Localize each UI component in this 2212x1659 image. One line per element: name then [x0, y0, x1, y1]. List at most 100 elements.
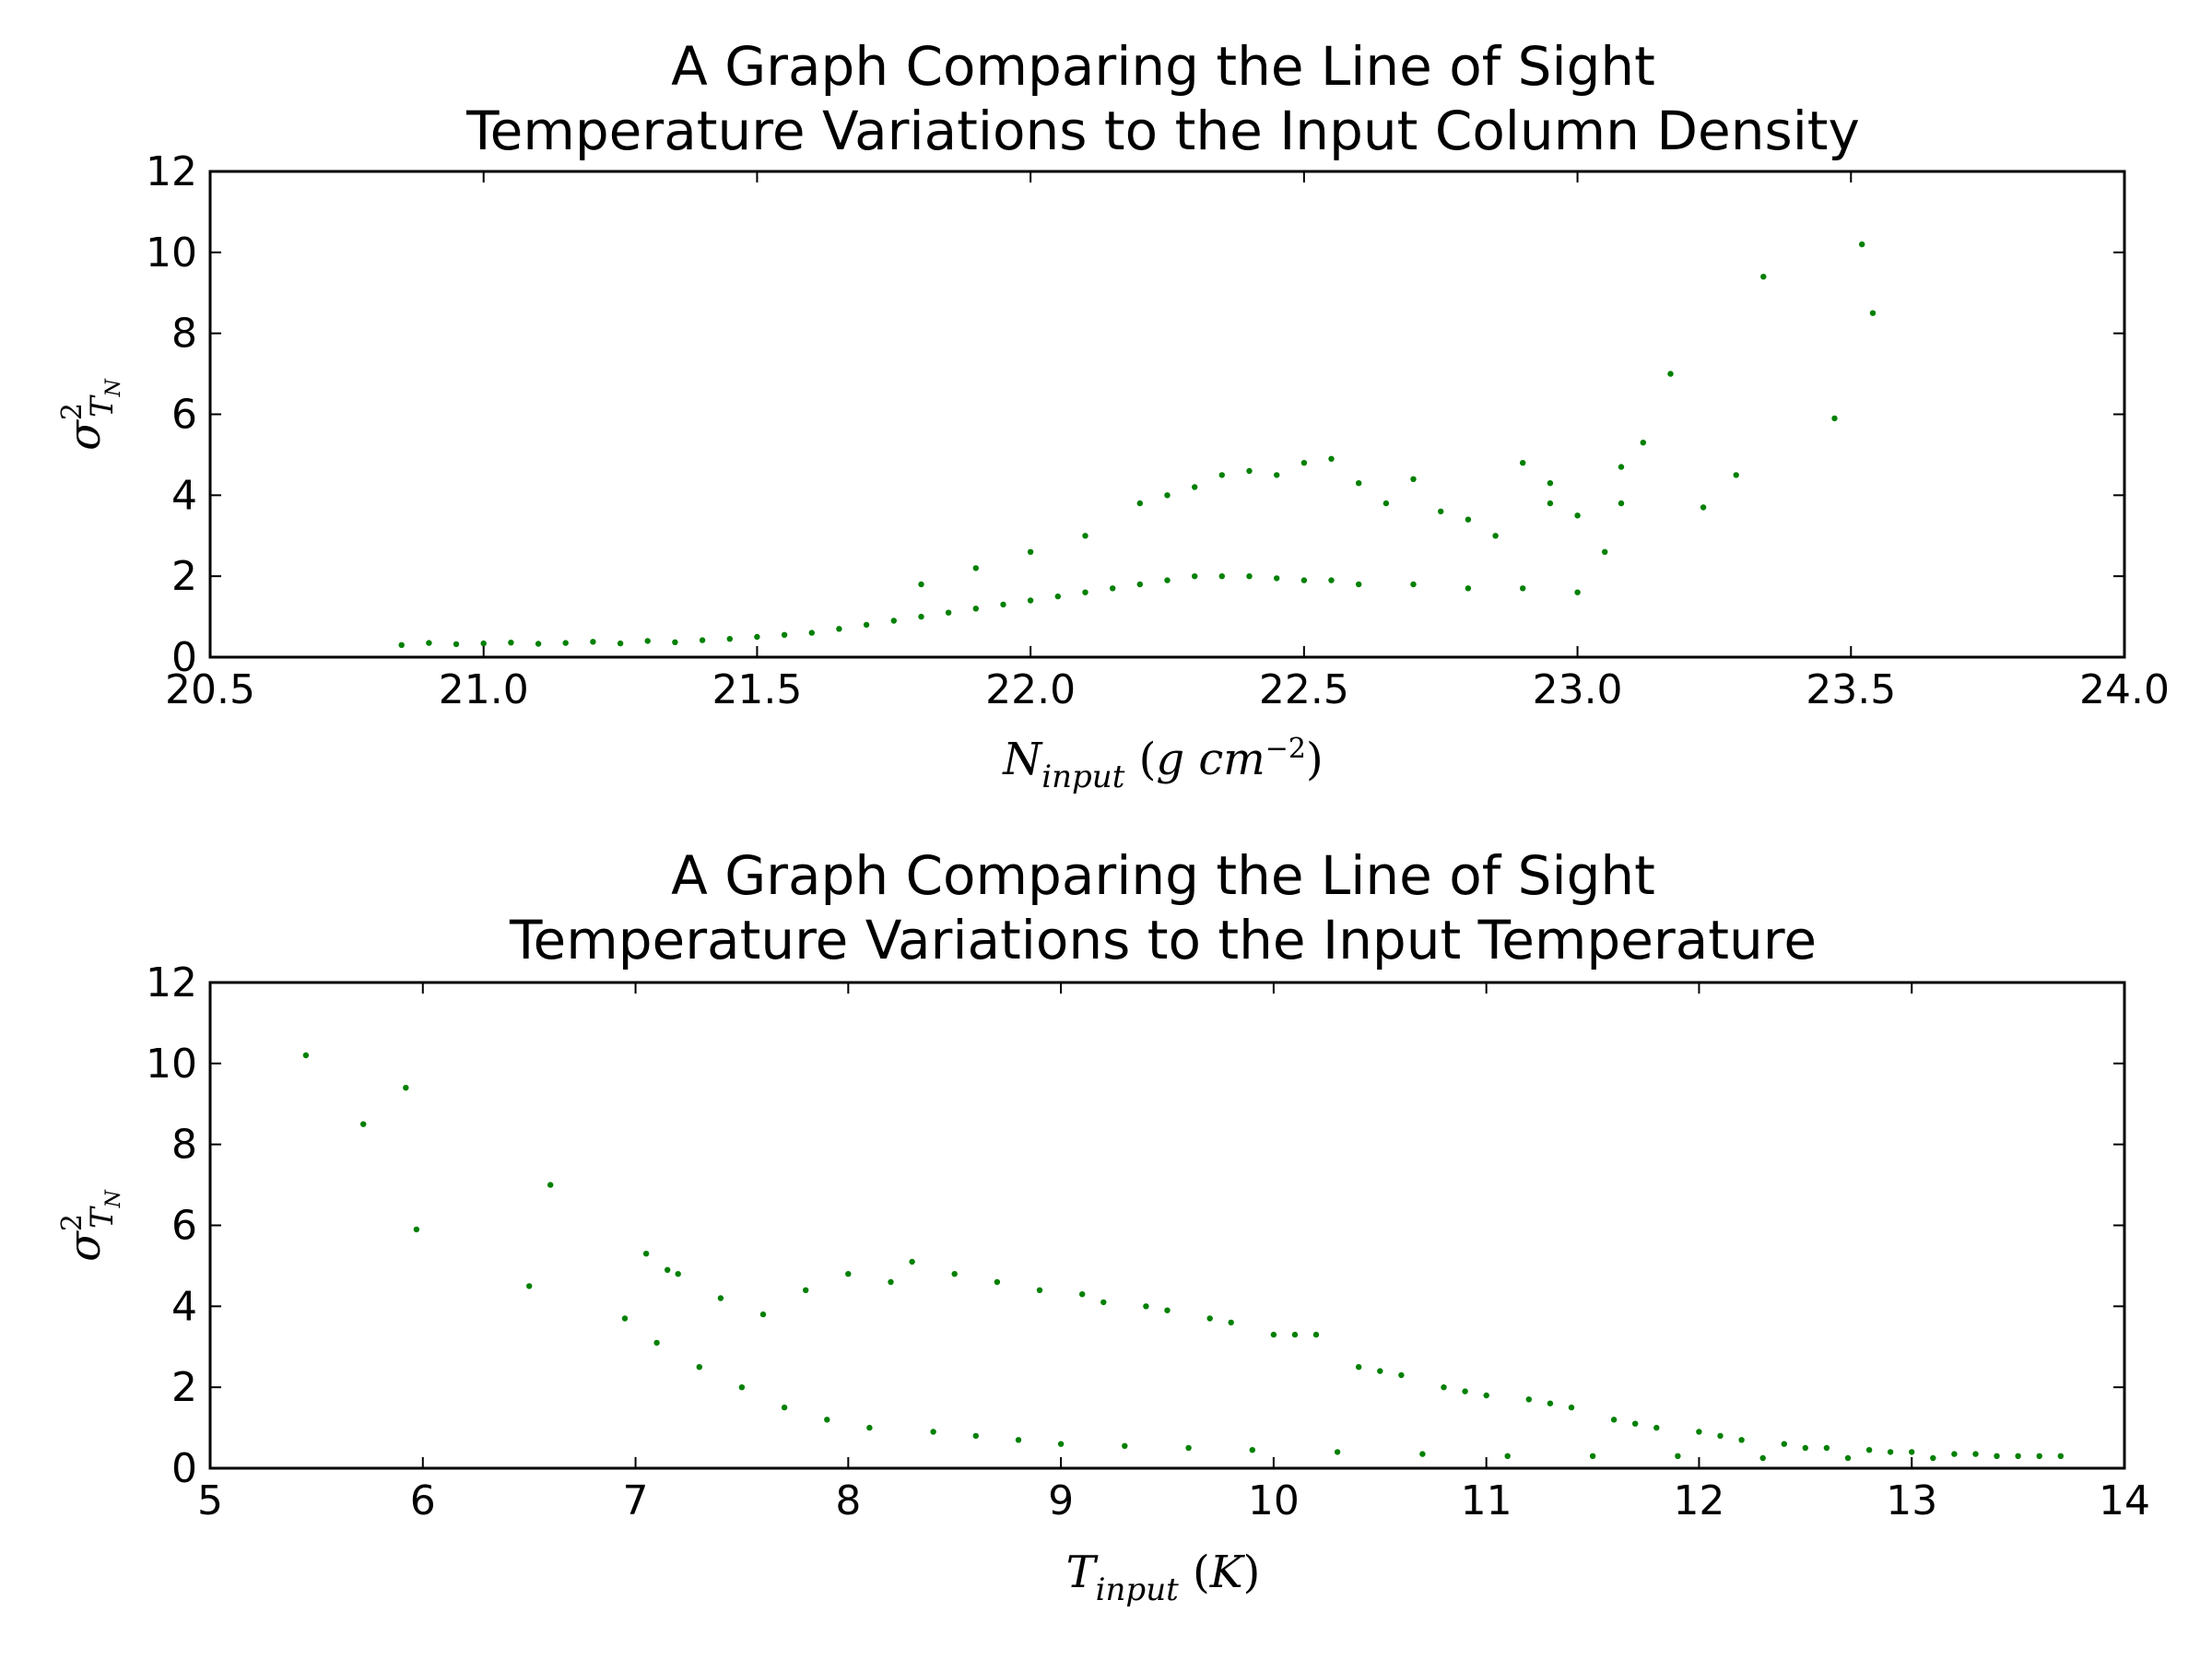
data-point	[1547, 500, 1554, 507]
y-tick-label: 12	[146, 959, 197, 1006]
data-point	[866, 1424, 873, 1431]
data-point	[1036, 1287, 1043, 1294]
chart-title-line-2: Temperature Variations to the Input Temp…	[509, 909, 1817, 971]
data-point	[888, 1278, 894, 1286]
data-point	[1300, 460, 1308, 466]
data-point	[1589, 1453, 1596, 1460]
data-point	[824, 1417, 830, 1423]
data-point	[1520, 585, 1526, 592]
data-point	[1027, 548, 1034, 555]
data-point	[1441, 1384, 1447, 1391]
y-tick-label: 0	[171, 1445, 197, 1492]
data-point	[1667, 371, 1674, 377]
y-tick-label: 8	[171, 311, 197, 358]
data-point	[909, 1258, 915, 1265]
data-point	[1246, 573, 1253, 580]
data-point	[1574, 512, 1581, 519]
x-tick-label: 20.5	[165, 666, 255, 713]
data-point	[1525, 1396, 1533, 1403]
y-tick-label: 4	[171, 472, 197, 519]
data-point	[918, 581, 924, 588]
plot-column-density: A Graph Comparing the Line of Sight Temp…	[56, 35, 2170, 795]
data-point	[930, 1429, 936, 1435]
data-point	[1909, 1449, 1915, 1455]
data-point	[845, 1271, 852, 1277]
data-point	[621, 1315, 629, 1322]
data-point	[836, 626, 842, 632]
data-point	[1079, 1291, 1086, 1298]
data-point	[1823, 1444, 1830, 1452]
data-point	[1738, 1437, 1745, 1443]
x-tick-label: 11	[1461, 1477, 1512, 1524]
x-axis-ticks: 20.5 21.0 21.5 22.0 22.5 23.0 23.5 24.0	[165, 171, 2170, 713]
data-point	[1249, 1447, 1256, 1453]
data-point	[1930, 1454, 1936, 1462]
data-point	[1865, 1447, 1873, 1453]
data-point	[1300, 577, 1308, 583]
plot-area-frame	[208, 170, 2126, 659]
data-point	[508, 640, 514, 646]
data-point	[1994, 1453, 2000, 1460]
data-point	[1274, 472, 1280, 478]
data-point	[1164, 1307, 1171, 1313]
data-point	[398, 641, 405, 648]
data-point	[1602, 548, 1608, 555]
data-point	[1492, 533, 1499, 539]
data-point	[1164, 492, 1171, 499]
data-point	[1717, 1432, 1724, 1440]
data-point	[1568, 1404, 1575, 1411]
data-point	[1696, 1429, 1702, 1435]
data-point	[759, 1311, 767, 1318]
y-axis-ticks: 0 2 4 6 8 10 12	[146, 148, 2124, 681]
data-point	[480, 640, 487, 647]
data-point	[1574, 589, 1581, 595]
x-tick-label: 6	[410, 1477, 436, 1524]
data-point	[617, 640, 624, 647]
data-point	[526, 1283, 533, 1289]
data-point	[642, 1251, 650, 1257]
data-point	[1410, 476, 1417, 482]
y-tick-label: 4	[171, 1283, 197, 1330]
data-point	[2015, 1453, 2021, 1460]
data-point	[1334, 1449, 1341, 1455]
data-point	[1356, 581, 1362, 588]
data-point	[1192, 573, 1198, 580]
data-point	[1274, 575, 1280, 582]
x-tick-label: 5	[197, 1477, 223, 1524]
data-point	[696, 1364, 702, 1371]
y-tick-label: 10	[146, 1041, 197, 1088]
data-point	[1015, 1437, 1022, 1443]
data-point	[1057, 1441, 1065, 1447]
data-point	[1951, 1451, 1958, 1457]
scatter-points	[302, 1052, 2064, 1462]
data-point	[754, 633, 760, 641]
data-point	[1781, 1441, 1788, 1447]
data-point	[1164, 577, 1171, 583]
data-point	[653, 1339, 660, 1347]
data-point	[1632, 1420, 1639, 1427]
data-point	[972, 565, 980, 571]
data-point	[918, 613, 924, 620]
data-point	[1206, 1315, 1213, 1322]
x-axis-label: Ninput (g cm−2)	[1002, 733, 1323, 795]
x-tick-label: 22.5	[1259, 666, 1349, 713]
data-point	[1218, 573, 1226, 580]
data-point	[1653, 1424, 1660, 1431]
data-point	[1504, 1453, 1511, 1460]
data-point	[1356, 480, 1362, 487]
data-point	[1398, 1371, 1405, 1379]
data-point	[1419, 1451, 1426, 1457]
data-point	[1760, 274, 1767, 280]
data-point	[590, 639, 596, 645]
x-tick-label: 23.0	[1533, 666, 1623, 713]
data-point	[2057, 1453, 2064, 1460]
data-point	[951, 1271, 958, 1277]
data-point	[547, 1182, 554, 1188]
data-point	[665, 1266, 671, 1274]
plot-area-frame	[208, 981, 2126, 1470]
data-point	[1192, 484, 1198, 490]
data-point	[945, 609, 952, 616]
data-point	[1122, 1442, 1128, 1450]
data-point	[403, 1085, 409, 1091]
